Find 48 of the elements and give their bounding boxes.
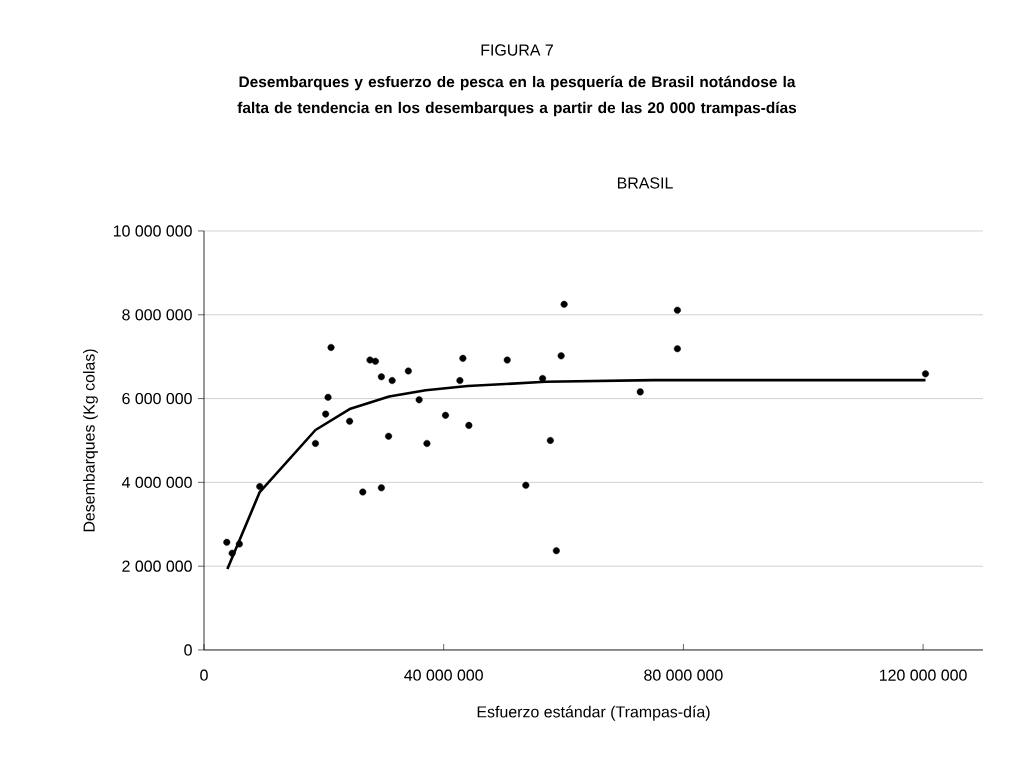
- y-tick-label: 6 000 000: [122, 392, 192, 405]
- x-tick-label: 0: [200, 669, 208, 681]
- point: [322, 410, 330, 418]
- point: [223, 538, 231, 546]
- point: [235, 540, 243, 548]
- y-tick-label: 2 000 000: [122, 560, 192, 572]
- point: [442, 411, 449, 419]
- y-tick-label: 0: [184, 644, 192, 656]
- point: [377, 373, 385, 381]
- point: [404, 367, 412, 375]
- point: [459, 354, 467, 362]
- point: [388, 377, 396, 385]
- x-tick-label: 120 000 000: [879, 669, 967, 681]
- point: [377, 484, 385, 492]
- y-tick-label: 4 000 000: [121, 476, 192, 489]
- chart-title: FIGURA 7: [481, 44, 553, 56]
- point: [539, 374, 547, 382]
- point: [385, 432, 393, 440]
- point: [456, 377, 464, 385]
- point: [423, 439, 431, 447]
- y-tick-label: 8 000 000: [122, 309, 192, 321]
- point: [324, 393, 332, 401]
- point: [503, 356, 511, 364]
- y-tick-label: 10 000 000: [113, 225, 192, 237]
- chart-subtitle: Desembarques y esfuerzo de pesca en la pesquería de Brasil notándose la falta de tendencia en los desembarques a partir de las 20 000 trampas-días: [237, 75, 797, 117]
- point: [552, 547, 560, 555]
- point: [327, 343, 335, 351]
- point: [415, 396, 423, 404]
- point: [465, 421, 473, 429]
- x-tick-label: 80 000 000: [644, 669, 723, 681]
- point: [346, 417, 354, 425]
- point: [546, 437, 554, 444]
- point: [922, 370, 929, 378]
- point: [359, 488, 367, 496]
- point: [311, 439, 319, 447]
- y-axis-title: Desembarques (Kg colas): [83, 349, 98, 532]
- point: [522, 481, 530, 489]
- point: [557, 352, 565, 360]
- x-tick-label: 40 000 000: [404, 669, 483, 681]
- point: [673, 306, 681, 314]
- point: [256, 483, 264, 491]
- text: BRASIL: [617, 177, 673, 189]
- x-axis-title: Esfuerzo estándar (Trampas-día): [477, 705, 710, 721]
- point: [371, 357, 379, 365]
- point: [673, 345, 681, 353]
- point: [560, 300, 568, 308]
- point: [636, 388, 644, 396]
- point: [228, 549, 236, 557]
